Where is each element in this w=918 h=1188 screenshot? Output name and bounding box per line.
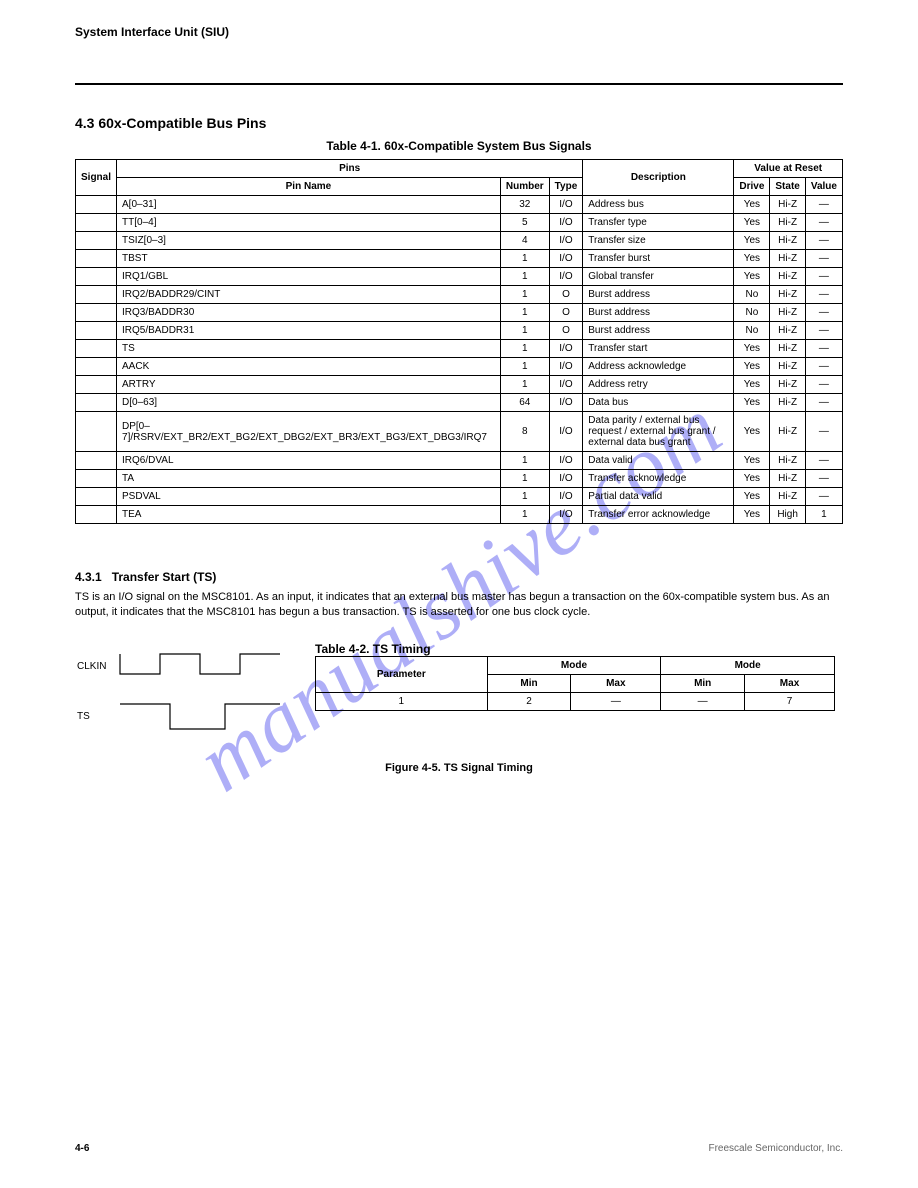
pin-table: Signal Pins Description Value at Reset P… [75, 159, 843, 524]
header-rule [75, 83, 843, 85]
th-drive: Drive [734, 178, 770, 196]
th2-min: Min [487, 674, 571, 692]
th2-min2: Min [661, 674, 745, 692]
page-number: 4-6 [75, 1143, 89, 1154]
th2-param: Parameter [316, 656, 488, 692]
th-pins: Pins [117, 160, 583, 178]
table-row: D[0–63]64I/OData busYesHi-Z— [76, 394, 843, 412]
timing-diagram: CLKIN TS [75, 634, 295, 754]
svg-text:TS: TS [77, 711, 90, 722]
table-row: TBST1I/OTransfer burstYesHi-Z— [76, 250, 843, 268]
subsection-heading: 4.3.1 Transfer Start (TS) [75, 570, 843, 584]
table-row: PSDVAL1I/OPartial data validYesHi-Z— [76, 488, 843, 506]
table-row: TT[0–4]5I/OTransfer typeYesHi-Z— [76, 214, 843, 232]
th-reset: Value at Reset [734, 160, 843, 178]
table-row: A[0–31]32I/OAddress busYesHi-Z— [76, 196, 843, 214]
table-row: TA1I/OTransfer acknowledgeYesHi-Z— [76, 470, 843, 488]
th-pin-type: Type [549, 178, 583, 196]
table-row: TEA1I/OTransfer error acknowledgeYesHigh… [76, 506, 843, 524]
table-row: IRQ3/BADDR301OBurst addressNoHi-Z— [76, 304, 843, 322]
section-title: 4.3 60x-Compatible Bus Pins [75, 115, 843, 131]
th-signal: Signal [76, 160, 117, 196]
subsection-body: TS is an I/O signal on the MSC8101. As a… [75, 590, 843, 620]
table-row: AACK1I/OAddress acknowledgeYesHi-Z— [76, 358, 843, 376]
th2-mode2: Mode [661, 656, 835, 674]
svg-text:CLKIN: CLKIN [77, 661, 106, 672]
footer-company: Freescale Semiconductor, Inc. [708, 1143, 843, 1154]
th-val: Value [805, 178, 842, 196]
subsection-num: 4.3.1 [75, 570, 102, 584]
header-section: System Interface Unit (SIU) [75, 25, 843, 39]
figure-caption: Figure 4-5. TS Signal Timing [75, 762, 843, 774]
table-row: IRQ2/BADDR29/CINT1OBurst addressNoHi-Z— [76, 286, 843, 304]
table-row: ARTRY1I/OAddress retryYesHi-Z— [76, 376, 843, 394]
table1-caption: Table 4-1. 60x-Compatible System Bus Sig… [75, 139, 843, 153]
th-pin-num: Number [500, 178, 549, 196]
th2-mode: Mode [487, 656, 661, 674]
table-row: IRQ1/GBL1I/OGlobal transferYesHi-Z— [76, 268, 843, 286]
th-desc: Description [583, 160, 734, 196]
table-row: TS1I/OTransfer startYesHi-Z— [76, 340, 843, 358]
page-footer: 4-6 Freescale Semiconductor, Inc. [75, 1143, 843, 1154]
th-state: State [770, 178, 805, 196]
table-row: DP[0–7]/RSRV/EXT_BR2/EXT_BG2/EXT_DBG2/EX… [76, 412, 843, 452]
table-row: TSIZ[0–3]4I/OTransfer sizeYesHi-Z— [76, 232, 843, 250]
th2-max2: Max [745, 674, 835, 692]
table-row: IRQ6/DVAL1I/OData validYesHi-Z— [76, 452, 843, 470]
subsection-title: Transfer Start (TS) [112, 570, 217, 584]
th-pin-name: Pin Name [117, 178, 501, 196]
table2-caption: Table 4-2. TS Timing [315, 642, 843, 656]
timing-table: Parameter Mode Mode Min Max Min Max 12——… [315, 656, 835, 711]
th2-max: Max [571, 674, 661, 692]
table-row: 12——7 [316, 692, 835, 710]
table-row: IRQ5/BADDR311OBurst addressNoHi-Z— [76, 322, 843, 340]
